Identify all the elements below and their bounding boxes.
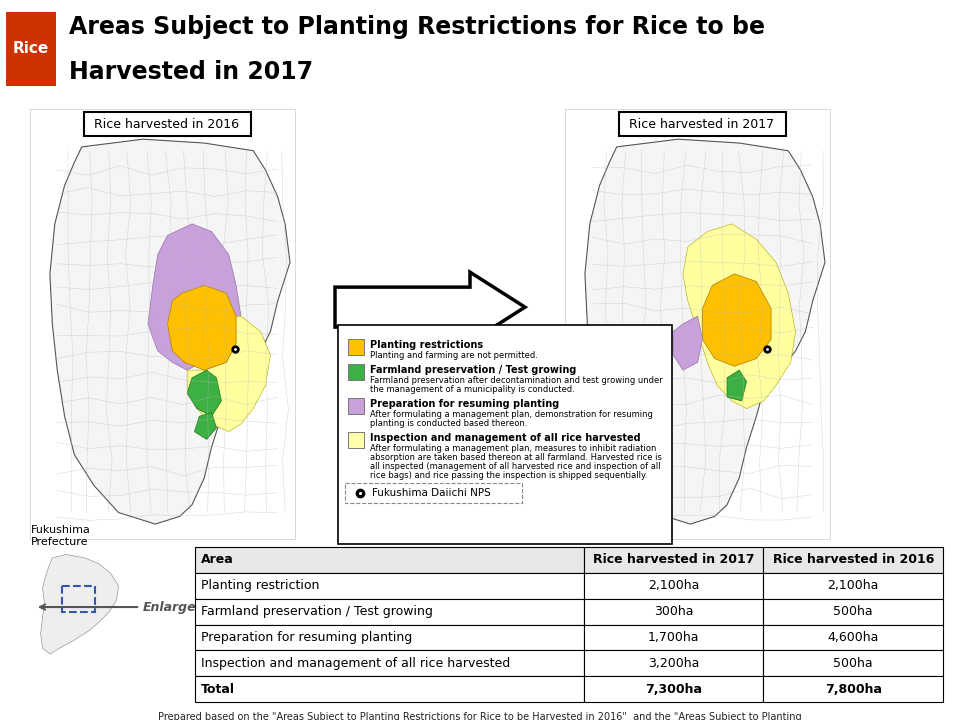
Text: planting is conducted based thereon.: planting is conducted based thereon.	[370, 419, 527, 428]
Text: absorption are taken based thereon at all farmland. Harvested rice is: absorption are taken based thereon at al…	[370, 453, 661, 462]
Bar	[195, 676, 584, 702]
Polygon shape	[683, 224, 796, 409]
Polygon shape	[40, 554, 118, 654]
Text: Planting restrictions: Planting restrictions	[370, 340, 483, 350]
Text: Planting and farming are not permitted.: Planting and farming are not permitted.	[370, 351, 538, 360]
Bar	[763, 573, 943, 599]
Polygon shape	[195, 413, 217, 439]
Bar	[584, 624, 763, 650]
Polygon shape	[50, 139, 290, 524]
Text: the management of a municipality is conducted.: the management of a municipality is cond…	[370, 385, 575, 394]
Polygon shape	[585, 139, 825, 524]
Text: Inspection and management of all rice harvested: Inspection and management of all rice ha…	[201, 657, 511, 670]
Text: Preparation for resuming planting: Preparation for resuming planting	[201, 631, 412, 644]
Bar	[584, 650, 763, 676]
Polygon shape	[187, 370, 222, 416]
FancyBboxPatch shape	[345, 483, 522, 503]
Text: 3,200ha: 3,200ha	[648, 657, 700, 670]
Text: Prepared based on the "Areas Subject to Planting Restrictions for Rice to be Har: Prepared based on the "Areas Subject to …	[158, 712, 802, 720]
Bar	[30, 109, 295, 539]
Text: Rice: Rice	[12, 41, 49, 56]
Polygon shape	[187, 316, 271, 432]
Text: 7,300ha: 7,300ha	[645, 683, 702, 696]
Polygon shape	[673, 316, 703, 370]
Bar	[763, 547, 943, 573]
Text: Farmland preservation / Test growing: Farmland preservation / Test growing	[370, 365, 576, 375]
Bar	[584, 676, 763, 702]
FancyBboxPatch shape	[6, 12, 56, 86]
Text: Preparation for resuming planting: Preparation for resuming planting	[370, 399, 560, 409]
Text: Farmland preservation after decontamination and test growing under: Farmland preservation after decontaminat…	[370, 376, 662, 385]
Bar	[763, 650, 943, 676]
Bar	[195, 624, 584, 650]
Text: Total: Total	[201, 683, 235, 696]
Text: 300ha: 300ha	[654, 605, 693, 618]
Text: Fukushima Daiichi NPS: Fukushima Daiichi NPS	[372, 488, 491, 498]
Text: Farmland preservation / Test growing: Farmland preservation / Test growing	[201, 605, 433, 618]
FancyBboxPatch shape	[84, 112, 251, 136]
Bar	[584, 573, 763, 599]
Bar	[763, 676, 943, 702]
Text: 1,700ha: 1,700ha	[648, 631, 700, 644]
Text: Inspection and management of all rice harvested: Inspection and management of all rice ha…	[370, 433, 640, 443]
Text: Areas Subject to Planting Restrictions for Rice to be: Areas Subject to Planting Restrictions f…	[69, 15, 765, 39]
Bar	[195, 573, 584, 599]
FancyBboxPatch shape	[338, 325, 672, 544]
Text: 2,100ha: 2,100ha	[828, 580, 879, 593]
Text: Planting restriction: Planting restriction	[201, 580, 320, 593]
Text: Fukushima
Prefecture: Fukushima Prefecture	[31, 526, 91, 547]
Bar	[195, 547, 584, 573]
Bar	[195, 650, 584, 676]
Text: Rice harvested in 2016: Rice harvested in 2016	[773, 554, 934, 567]
Bar	[565, 109, 830, 539]
Polygon shape	[335, 272, 525, 342]
Text: Harvested in 2017: Harvested in 2017	[69, 60, 313, 84]
Bar	[348, 398, 364, 414]
Polygon shape	[148, 224, 241, 370]
Bar	[348, 339, 364, 355]
Text: all inspected (management of all harvested rice and inspection of all: all inspected (management of all harvest…	[370, 462, 660, 471]
Text: Area: Area	[201, 554, 233, 567]
Text: rice bags) and rice passing the inspection is shipped sequentially.: rice bags) and rice passing the inspecti…	[370, 471, 647, 480]
Bar	[584, 547, 763, 573]
Text: Rice harvested in 2017: Rice harvested in 2017	[593, 554, 755, 567]
Bar	[195, 599, 584, 624]
Text: 500ha: 500ha	[833, 657, 873, 670]
Text: 2,100ha: 2,100ha	[648, 580, 700, 593]
Text: 500ha: 500ha	[833, 605, 873, 618]
Text: After formulating a management plan, measures to inhibit radiation: After formulating a management plan, mea…	[370, 444, 657, 453]
Polygon shape	[167, 285, 236, 370]
Text: Rice harvested in 2017: Rice harvested in 2017	[630, 117, 775, 131]
Bar	[584, 599, 763, 624]
Polygon shape	[727, 370, 747, 401]
Bar	[763, 599, 943, 624]
Text: After formulating a management plan, demonstration for resuming: After formulating a management plan, dem…	[370, 410, 653, 419]
Text: Enlarged: Enlarged	[40, 600, 205, 613]
Bar	[348, 364, 364, 380]
Text: Rice harvested in 2016: Rice harvested in 2016	[94, 117, 239, 131]
FancyBboxPatch shape	[619, 112, 786, 136]
Text: 4,600ha: 4,600ha	[828, 631, 879, 644]
Bar	[763, 624, 943, 650]
Polygon shape	[703, 274, 771, 366]
Text: 7,800ha: 7,800ha	[825, 683, 881, 696]
Bar	[348, 432, 364, 448]
